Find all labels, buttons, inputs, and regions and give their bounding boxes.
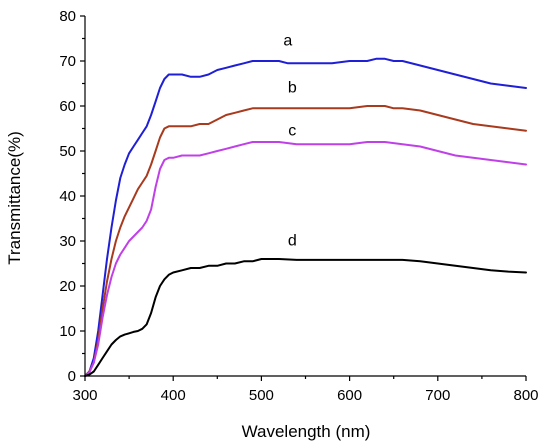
y-axis-title: Transmittance(%) bbox=[5, 131, 24, 265]
y-tick-label: 10 bbox=[59, 323, 76, 340]
series-label-d: d bbox=[288, 233, 297, 250]
x-tick-label: 600 bbox=[337, 387, 362, 404]
x-tick-label: 400 bbox=[161, 387, 186, 404]
y-tick-label: 0 bbox=[68, 368, 76, 385]
series-label-c: c bbox=[288, 122, 296, 139]
series-line-a bbox=[84, 57, 527, 377]
plot-area: a b c d bbox=[84, 32, 527, 377]
series-label-b: b bbox=[288, 80, 297, 97]
series-line-b bbox=[84, 105, 527, 377]
y-tick-label: 60 bbox=[59, 98, 76, 115]
axes: 300 400 500 600 700 800 0 10 20 30 40 50 60 70 80 bbox=[59, 8, 538, 404]
x-tick-label: 800 bbox=[513, 387, 538, 404]
series-line-d bbox=[84, 258, 527, 377]
y-tick-label: 20 bbox=[59, 278, 76, 295]
x-tick-label: 500 bbox=[249, 387, 274, 404]
x-tick-label: 300 bbox=[72, 387, 97, 404]
y-tick-label: 30 bbox=[59, 233, 76, 250]
series-label-a: a bbox=[283, 32, 292, 49]
x-axis-title: Wavelength (nm) bbox=[242, 422, 371, 441]
y-tick-label: 80 bbox=[59, 8, 76, 25]
y-tick-label: 50 bbox=[59, 143, 76, 160]
series-line-c bbox=[84, 141, 527, 377]
y-tick-label: 40 bbox=[59, 188, 76, 205]
x-tick-label: 700 bbox=[425, 387, 450, 404]
y-tick-label: 70 bbox=[59, 53, 76, 70]
